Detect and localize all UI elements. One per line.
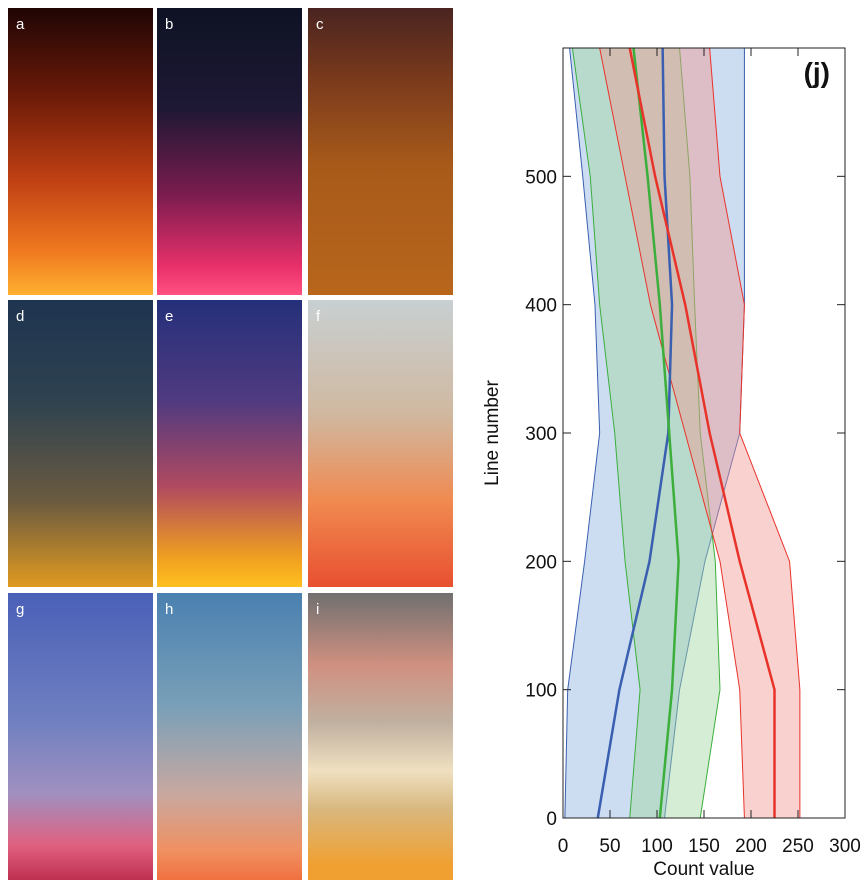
x-axis-label: Count value xyxy=(653,859,754,880)
x-tick-label: 50 xyxy=(599,836,620,857)
x-tick-label: 300 xyxy=(829,836,861,857)
photo: a xyxy=(8,8,153,295)
chart-title: (j) xyxy=(804,57,830,88)
photo: b xyxy=(157,8,302,295)
mean-line xyxy=(632,47,680,819)
photo: h xyxy=(157,593,302,880)
x-tick-label: 0 xyxy=(558,836,569,857)
x-tick-label: 150 xyxy=(688,836,720,857)
panel-label: c xyxy=(316,16,324,33)
photo: i xyxy=(308,593,453,880)
panel-label: g xyxy=(16,601,25,618)
photo: e xyxy=(157,300,302,587)
panel-label: f xyxy=(316,308,321,325)
y-tick-label: 400 xyxy=(525,296,557,317)
panel-label: d xyxy=(16,308,25,325)
x-tick-label: 200 xyxy=(735,836,767,857)
x-tick-label: 250 xyxy=(782,836,814,857)
photo: d xyxy=(8,300,153,587)
panel-label: h xyxy=(165,601,174,618)
mean-line xyxy=(628,47,776,818)
y-tick-label: 200 xyxy=(525,552,557,573)
panel-label: e xyxy=(165,308,174,325)
y-tick-label: 300 xyxy=(525,424,557,445)
y-axis-label: Line number xyxy=(482,380,503,486)
photo: g xyxy=(8,593,153,880)
panel-label: b xyxy=(165,16,174,33)
panel-label: a xyxy=(16,16,25,33)
y-tick-label: 500 xyxy=(525,167,557,188)
photo: c xyxy=(308,8,453,295)
photo: f xyxy=(308,300,453,587)
x-tick-label: 100 xyxy=(641,836,673,857)
y-tick-label: 0 xyxy=(546,809,557,830)
y-tick-label: 100 xyxy=(525,681,557,702)
panel-label: i xyxy=(316,601,320,618)
